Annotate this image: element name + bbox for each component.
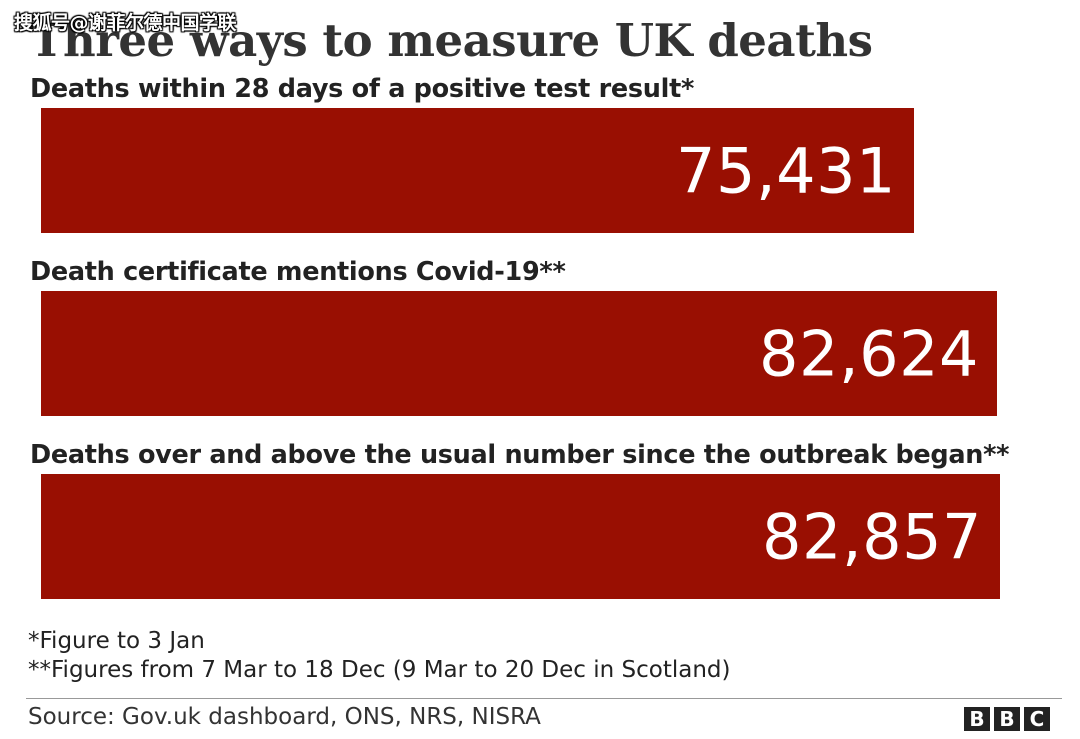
- footnote-single-asterisk: *Figure to 3 Jan: [28, 628, 205, 654]
- bbc-logo: B B C: [964, 707, 1050, 731]
- watermark: 搜狐号@谢菲尔德中国学联: [14, 12, 237, 34]
- footnote-double-asterisk: **Figures from 7 Mar to 18 Dec (9 Mar to…: [28, 657, 731, 683]
- bar: 82,624: [41, 291, 997, 416]
- bar-chart: Deaths within 28 days of a positive test…: [30, 74, 1010, 599]
- chart-title: Three ways to measure UK deaths: [30, 14, 873, 67]
- bar-value-label: 82,624: [759, 317, 979, 390]
- logo-letter: B: [994, 707, 1020, 731]
- category-label: Death certificate mentions Covid-19**: [30, 257, 566, 287]
- bar: 82,857: [41, 474, 1000, 599]
- logo-letter: C: [1024, 707, 1050, 731]
- source-note: Source: Gov.uk dashboard, ONS, NRS, NISR…: [28, 704, 541, 730]
- bar: 75,431: [41, 108, 914, 233]
- bar-value-label: 75,431: [676, 134, 896, 207]
- footer-divider: [26, 698, 1062, 699]
- logo-letter: B: [964, 707, 990, 731]
- category-label: Deaths over and above the usual number s…: [30, 440, 1010, 470]
- category-label: Deaths within 28 days of a positive test…: [30, 74, 694, 104]
- bar-value-label: 82,857: [762, 500, 982, 573]
